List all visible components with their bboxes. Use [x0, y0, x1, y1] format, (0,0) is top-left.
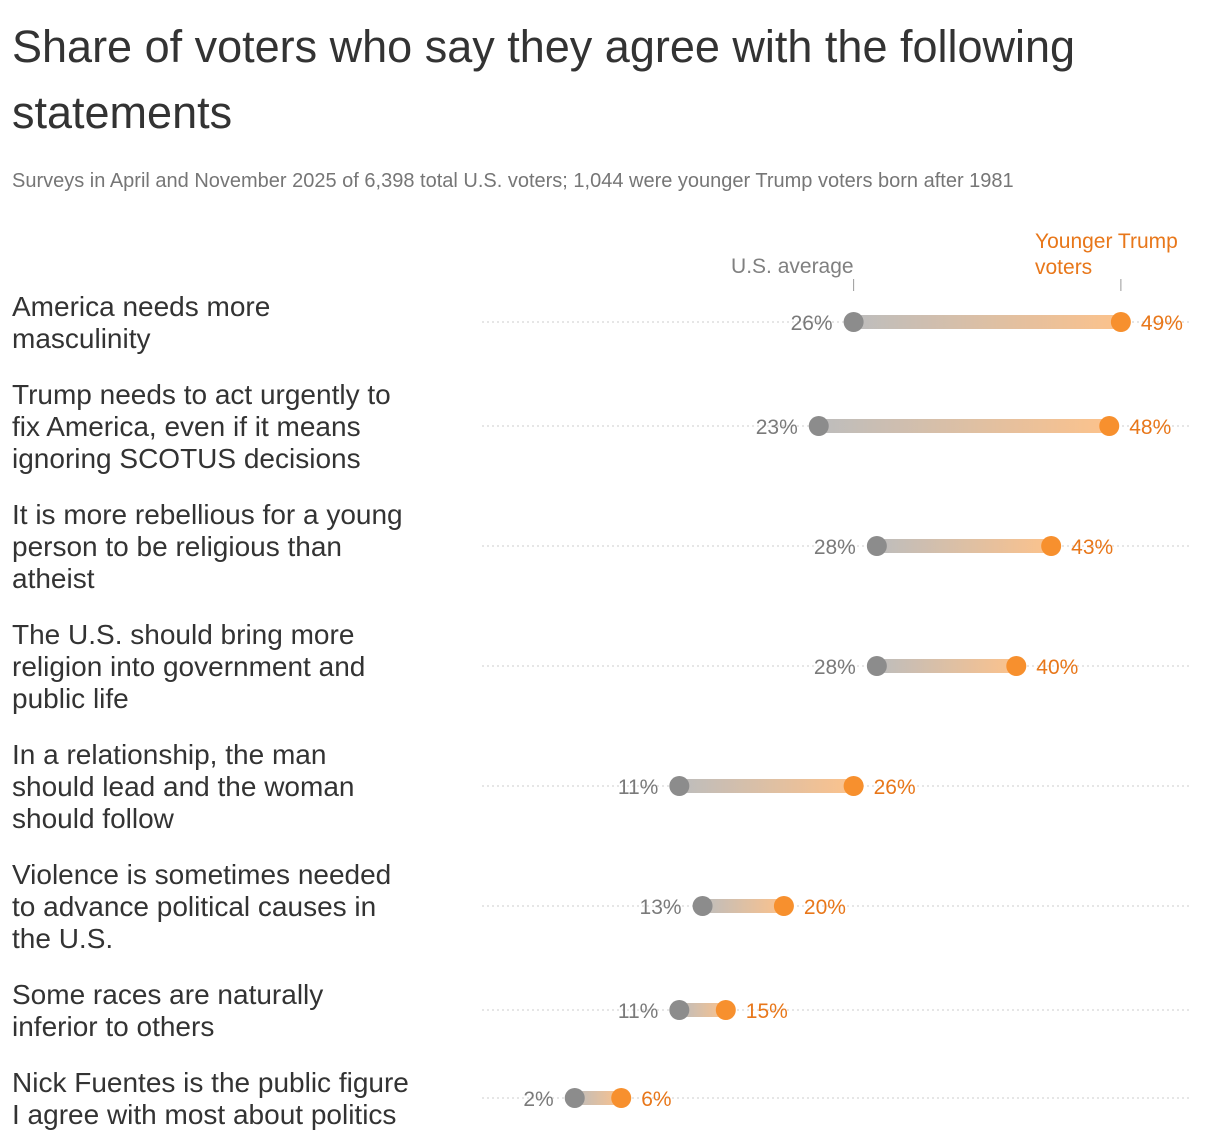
row-statement-line: ignoring SCOTUS decisions: [12, 443, 361, 474]
dumbbell-chart: U.S. average Younger Trump voters America …: [12, 230, 1190, 1130]
row-statement-line: Nick Fuentes is the public figure: [12, 1067, 409, 1098]
row-statement-line: masculinity: [12, 323, 150, 354]
us-average-value-label: 11%: [618, 1000, 658, 1023]
younger-trump-value-label: 26%: [874, 776, 916, 799]
us-average-dot: [808, 416, 829, 436]
row-statement-line: public life: [12, 683, 129, 714]
younger-trump-dot: [773, 896, 794, 916]
younger-trump-value-label: 48%: [1129, 416, 1171, 439]
us-average-value-label: 28%: [814, 536, 856, 559]
us-average-dot: [866, 536, 887, 556]
us-average-value-label: 23%: [756, 416, 798, 439]
chart-row: Trump needs to act urgently to fix Americ…: [12, 379, 1190, 474]
younger-trump-value-label: 6%: [641, 1088, 671, 1111]
chart-row: It is more rebellious for a young person …: [12, 499, 1190, 594]
chart-row: America needs more masculinity 26% 49%: [12, 291, 1190, 354]
row-statement-line: Trump needs to act urgently to: [12, 379, 391, 410]
younger-trump-dot: [1110, 312, 1131, 332]
younger-trump-value-label: 40%: [1036, 656, 1078, 679]
row-connector-bar: [574, 1091, 622, 1105]
us-average-dot: [866, 656, 887, 676]
younger-trump-value-label: 20%: [804, 896, 846, 919]
chart-row: Nick Fuentes is the public figure I agree…: [12, 1067, 1190, 1130]
row-statement-line: should follow: [12, 803, 175, 834]
us-average-value-label: 26%: [791, 312, 833, 335]
row-connector-bar: [853, 315, 1121, 329]
younger-trump-value-label: 49%: [1141, 312, 1183, 335]
row-statement-label: Violence is sometimes needed to advance p…: [12, 859, 391, 954]
row-statement-line: America needs more: [12, 291, 270, 322]
us-average-dot: [564, 1088, 585, 1108]
row-statement-line: atheist: [12, 563, 95, 594]
younger-trump-dot: [1099, 416, 1120, 436]
row-statement-label: It is more rebellious for a young person …: [12, 499, 403, 594]
legend-younger-trump-label: voters: [1035, 256, 1092, 279]
legend-us-average-label: U.S. average: [731, 255, 854, 278]
chart-rows: America needs more masculinity 26% 49% Trump…: [12, 291, 1190, 1130]
us-average-dot: [692, 896, 713, 916]
row-connector-bar: [876, 659, 1017, 673]
row-statement-label: America needs more masculinity: [12, 291, 270, 354]
row-statement-line: The U.S. should bring more: [12, 619, 354, 650]
chart-title: Share of voters who say they agree with …: [12, 21, 1076, 138]
younger-trump-dot: [1006, 656, 1027, 676]
row-statement-line: should lead and the woman: [12, 771, 354, 802]
row-statement-line: fix America, even if it means: [12, 411, 361, 442]
us-average-value-label: 13%: [640, 896, 682, 919]
younger-trump-dot: [611, 1088, 632, 1108]
chart-row: The U.S. should bring more religion into …: [12, 619, 1190, 714]
row-connector-bar: [818, 419, 1110, 433]
us-average-dot: [669, 776, 690, 796]
younger-trump-dot: [715, 1000, 736, 1020]
chart-row: In a relationship, the man should lead an…: [12, 739, 1190, 834]
legend-younger-trump-label: Younger Trump: [1035, 230, 1178, 253]
row-statement-line: Some races are naturally: [12, 979, 323, 1010]
row-statement-label: Some races are naturally inferior to othe…: [12, 979, 323, 1042]
us-average-value-label: 11%: [618, 776, 658, 799]
row-connector-bar: [702, 899, 784, 913]
row-connector-bar: [876, 539, 1052, 553]
us-average-value-label: 28%: [814, 656, 856, 679]
us-average-value-label: 2%: [523, 1088, 553, 1111]
row-connector-bar: [679, 1003, 726, 1017]
row-statement-label: The U.S. should bring more religion into …: [12, 619, 365, 714]
chart-subtitle: Surveys in April and November 2025 of 6,…: [12, 170, 1014, 192]
row-statement-line: religion into government and: [12, 651, 365, 682]
row-statement-line: Violence is sometimes needed: [12, 859, 391, 890]
row-statement-label: Nick Fuentes is the public figure I agree…: [12, 1067, 409, 1130]
row-connector-bar: [679, 779, 854, 793]
chart-row: Some races are naturally inferior to othe…: [12, 979, 1190, 1042]
younger-trump-value-label: 15%: [746, 1000, 788, 1023]
legend: U.S. average Younger Trump voters: [731, 230, 1178, 291]
row-statement-label: Trump needs to act urgently to fix Americ…: [12, 379, 391, 474]
chart-row: Violence is sometimes needed to advance p…: [12, 859, 1190, 954]
row-statement-line: the U.S.: [12, 923, 113, 954]
younger-trump-value-label: 43%: [1071, 536, 1113, 559]
younger-trump-dot: [843, 776, 864, 796]
row-statement-label: In a relationship, the man should lead an…: [12, 739, 354, 834]
row-statement-line: inferior to others: [12, 1011, 214, 1042]
row-statement-line: person to be religious than: [12, 531, 342, 562]
row-statement-line: I agree with most about politics: [12, 1099, 396, 1130]
row-statement-line: to advance political causes in: [12, 891, 376, 922]
row-statement-line: In a relationship, the man: [12, 739, 326, 770]
us-average-dot: [843, 312, 864, 332]
row-statement-line: It is more rebellious for a young: [12, 499, 403, 530]
younger-trump-dot: [1041, 536, 1062, 556]
us-average-dot: [669, 1000, 690, 1020]
